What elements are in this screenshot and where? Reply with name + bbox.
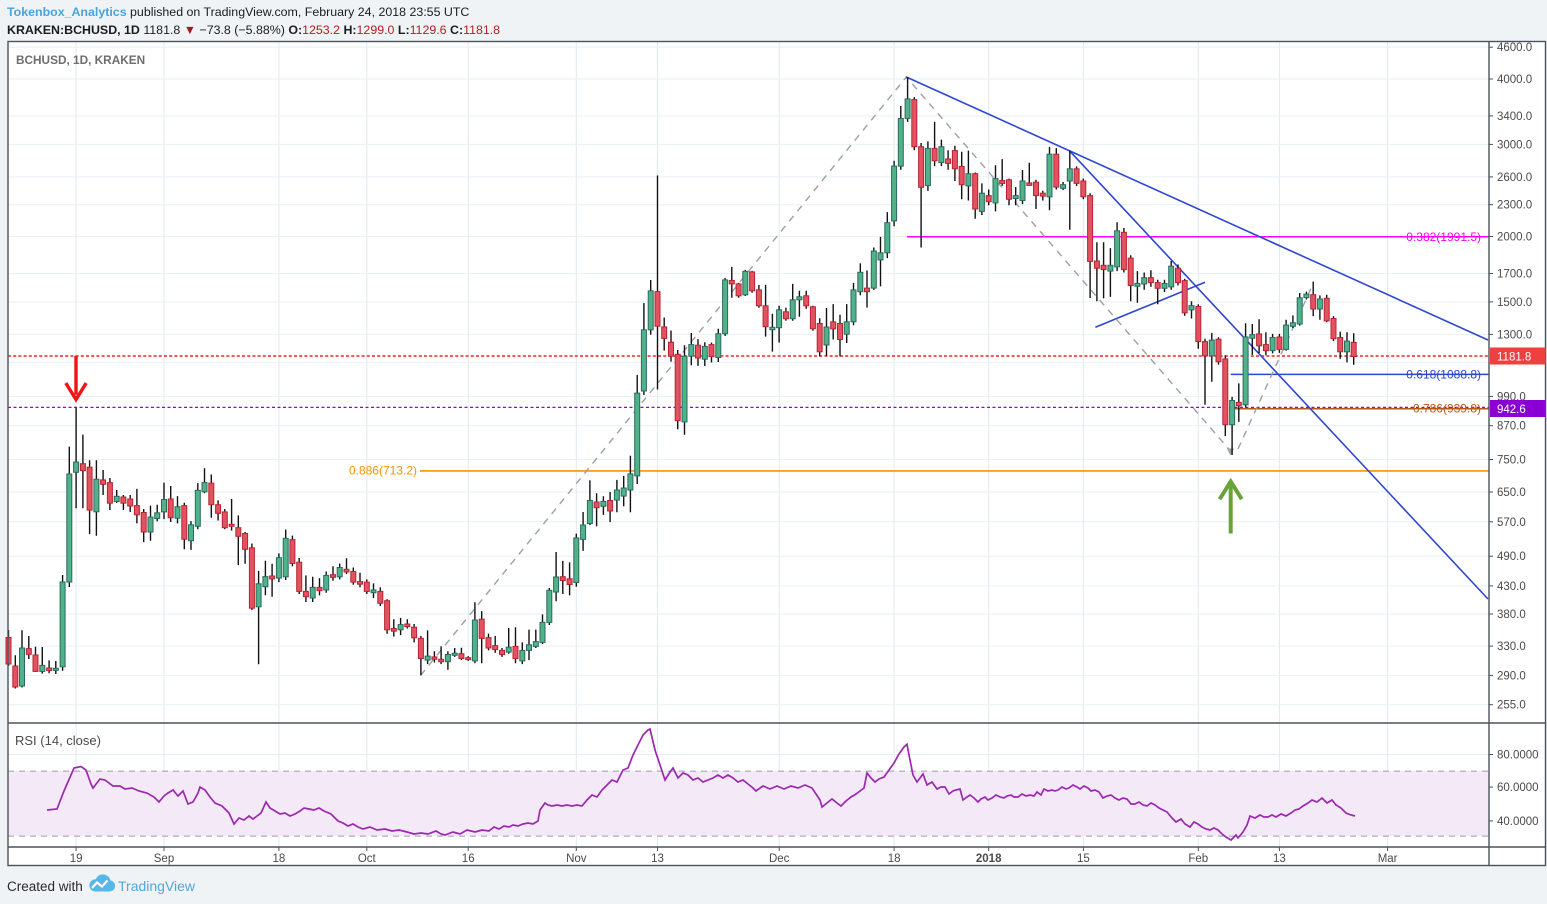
svg-text:18: 18: [273, 853, 286, 865]
svg-text:3400.0: 3400.0: [1497, 111, 1532, 123]
svg-text:Tokenbox_Analytics published o: Tokenbox_Analytics published on TradingV…: [7, 5, 469, 19]
svg-text:2018: 2018: [976, 853, 1002, 865]
svg-text:2000.0: 2000.0: [1497, 232, 1532, 244]
svg-text:80.0000: 80.0000: [1497, 750, 1539, 762]
svg-text:0.618(1088.8): 0.618(1088.8): [1406, 368, 1481, 382]
svg-text:380.0: 380.0: [1497, 609, 1526, 621]
svg-text:Mar: Mar: [1378, 853, 1398, 865]
svg-text:TradingView: TradingView: [118, 878, 196, 894]
svg-text:570.0: 570.0: [1497, 517, 1526, 529]
svg-text:2300.0: 2300.0: [1497, 200, 1532, 212]
svg-text:Oct: Oct: [358, 853, 377, 865]
svg-text:2600.0: 2600.0: [1497, 172, 1532, 184]
svg-text:18: 18: [888, 853, 901, 865]
svg-text:4600.0: 4600.0: [1497, 42, 1532, 54]
svg-text:Sep: Sep: [154, 853, 174, 865]
svg-text:750.0: 750.0: [1497, 455, 1526, 467]
svg-text:1500.0: 1500.0: [1497, 297, 1532, 309]
svg-text:430.0: 430.0: [1497, 581, 1526, 593]
svg-text:Nov: Nov: [566, 853, 587, 865]
svg-text:870.0: 870.0: [1497, 421, 1526, 433]
svg-text:330.0: 330.0: [1497, 641, 1526, 653]
svg-text:16: 16: [462, 853, 475, 865]
svg-text:1700.0: 1700.0: [1497, 269, 1532, 281]
svg-text:19: 19: [70, 853, 83, 865]
svg-text:Created with: Created with: [7, 879, 83, 894]
svg-text:Dec: Dec: [769, 853, 790, 865]
svg-text:13: 13: [1273, 853, 1286, 865]
svg-text:490.0: 490.0: [1497, 551, 1526, 563]
svg-text:0.786(939.8): 0.786(939.8): [1413, 402, 1481, 416]
svg-text:40.0000: 40.0000: [1497, 816, 1539, 828]
svg-text:650.0: 650.0: [1497, 487, 1526, 499]
svg-text:1181.8: 1181.8: [1497, 352, 1531, 364]
svg-text:RSI (14, close): RSI (14, close): [15, 733, 101, 748]
svg-text:0.382(1991.5): 0.382(1991.5): [1406, 230, 1481, 244]
svg-text:290.0: 290.0: [1497, 670, 1526, 682]
svg-text:15: 15: [1077, 853, 1090, 865]
svg-text:4000.0: 4000.0: [1497, 74, 1532, 86]
svg-text:60.0000: 60.0000: [1497, 782, 1539, 794]
svg-text:942.6: 942.6: [1497, 404, 1526, 416]
svg-text:BCHUSD, 1D, KRAKEN: BCHUSD, 1D, KRAKEN: [16, 53, 145, 67]
svg-text:KRAKEN:BCHUSD, 1D 1181.8 ▼ −7: KRAKEN:BCHUSD, 1D 1181.8 ▼ −73.8 (−5.88%…: [7, 23, 500, 37]
svg-text:Feb: Feb: [1188, 853, 1208, 865]
svg-text:255.0: 255.0: [1497, 700, 1526, 712]
svg-text:0.886(713.2): 0.886(713.2): [349, 464, 417, 478]
svg-text:1300.0: 1300.0: [1497, 329, 1532, 341]
svg-text:3000.0: 3000.0: [1497, 139, 1532, 151]
svg-text:13: 13: [651, 853, 664, 865]
